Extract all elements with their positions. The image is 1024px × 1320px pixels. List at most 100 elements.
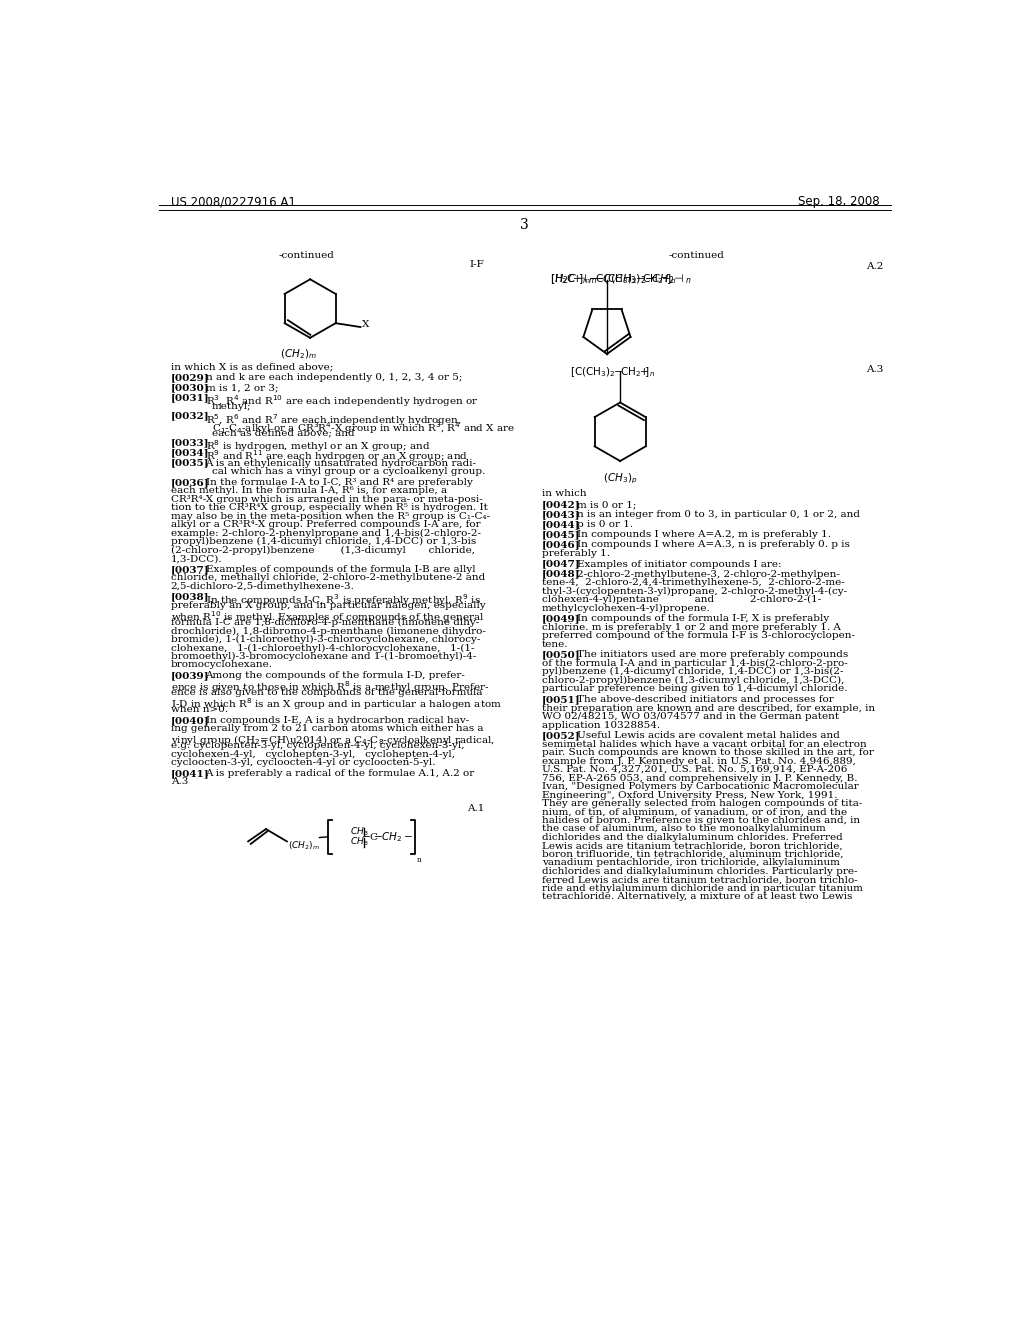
Text: [0043]: [0043] <box>542 511 581 519</box>
Text: clohexen-4-yl)pentane           and           2-chloro-2-(1-: clohexen-4-yl)pentane and 2-chloro-2-(1- <box>542 595 821 605</box>
Text: formula I-C are 1,8-dichloro-4-p-menthane (limonene dihy-: formula I-C are 1,8-dichloro-4-p-menthan… <box>171 618 479 627</box>
Text: A is an ethylenically unsaturated hydrocarbon radi-: A is an ethylenically unsaturated hydroc… <box>206 459 476 467</box>
Text: chloride, methallyl chloride, 2-chloro-2-methylbutene-2 and: chloride, methallyl chloride, 2-chloro-2… <box>171 573 485 582</box>
Text: $-CH_2-$: $-CH_2-$ <box>373 830 414 843</box>
Text: tene.: tene. <box>542 640 568 648</box>
Text: halides of boron. Preference is given to the chlorides and, in: halides of boron. Preference is given to… <box>542 816 860 825</box>
Text: [0036]: [0036] <box>171 478 209 487</box>
Text: of the formula I-A and in particular 1,4-bis(2-chloro-2-pro-: of the formula I-A and in particular 1,4… <box>542 659 848 668</box>
Text: bromoethyl)-3-bromocyclohexane and 1-(1-bromoethyl)-4-: bromoethyl)-3-bromocyclohexane and 1-(1-… <box>171 652 476 661</box>
Text: when n>0.: when n>0. <box>171 705 227 714</box>
Text: [0044]: [0044] <box>542 520 581 529</box>
Text: each methyl. In the formula I-A, R⁶ is, for example, a: each methyl. In the formula I-A, R⁶ is, … <box>171 487 446 495</box>
Text: R$^5$, R$^6$ and R$^7$ are each independently hydrogen,: R$^5$, R$^6$ and R$^7$ are each independ… <box>206 412 461 428</box>
Text: p is 0 or 1.: p is 0 or 1. <box>577 520 633 529</box>
Text: A.3: A.3 <box>866 364 884 374</box>
Text: cal which has a vinyl group or a cycloalkenyl group.: cal which has a vinyl group or a cycloal… <box>212 467 485 477</box>
Text: tene-4,  2-chloro-2,4,4-trimethylhexene-5,  2-chloro-2-me-: tene-4, 2-chloro-2,4,4-trimethylhexene-5… <box>542 578 845 587</box>
Text: Among the compounds of the formula I-D, prefer-: Among the compounds of the formula I-D, … <box>206 671 465 680</box>
Text: ence is also given to the compounds of the general formula: ence is also given to the compounds of t… <box>171 688 482 697</box>
Text: n and k are each independently 0, 1, 2, 3, 4 or 5;: n and k are each independently 0, 1, 2, … <box>206 374 462 383</box>
Text: tion to the CR³R⁴X group, especially when R⁵ is hydrogen. It: tion to the CR³R⁴X group, especially whe… <box>171 503 487 512</box>
Text: m is 0 or 1;: m is 0 or 1; <box>577 500 636 510</box>
Text: cyclohexen-4-yl,   cyclohepten-3-yl,   cyclohepten-4-yl,: cyclohexen-4-yl, cyclohepten-3-yl, cyclo… <box>171 750 455 759</box>
Text: Examples of initiator compounds I are:: Examples of initiator compounds I are: <box>577 560 781 569</box>
Text: $(CH_2)_m$: $(CH_2)_m$ <box>281 347 316 360</box>
Text: pair. Such compounds are known to those skilled in the art, for: pair. Such compounds are known to those … <box>542 748 873 758</box>
Text: $[\mathrm{H_2C}\!\!+\!\!\!]_m\!\!-\!\!\mathrm{C(CH_3)_2}\!\!-\!\!\mathrm{CH_2}\!: $[\mathrm{H_2C}\!\!+\!\!\!]_m\!\!-\!\!\m… <box>550 272 678 286</box>
Text: [0038]: [0038] <box>171 593 209 602</box>
Text: [0046]: [0046] <box>542 540 581 549</box>
Text: I-F: I-F <box>470 260 484 269</box>
Text: [0041]: [0041] <box>171 770 209 777</box>
Text: e.g. cyclopenten-3-yl, cyclopenten-4-yl, cyclohexen-3-yl,: e.g. cyclopenten-3-yl, cyclopenten-4-yl,… <box>171 742 464 750</box>
Text: ing generally from 2 to 21 carbon atoms which either has a: ing generally from 2 to 21 carbon atoms … <box>171 725 483 734</box>
Text: $(CH_2)_m$: $(CH_2)_m$ <box>289 840 321 853</box>
Text: example: 2-chloro-2-phenylpropane and 1,4-bis(2-chloro-2-: example: 2-chloro-2-phenylpropane and 1,… <box>171 529 480 537</box>
Text: The initiators used are more preferably compounds: The initiators used are more preferably … <box>577 651 848 660</box>
Text: Useful Lewis acids are covalent metal halides and: Useful Lewis acids are covalent metal ha… <box>577 731 840 741</box>
Text: clohexane,   1-(1-chloroethyl)-4-chlorocyclohexane,   1-(1-: clohexane, 1-(1-chloroethyl)-4-chlorocyc… <box>171 644 474 652</box>
Text: In compounds I where A=A.3, n is preferably 0. p is: In compounds I where A=A.3, n is prefera… <box>577 540 850 549</box>
Text: chlorine. m is preferably 1 or 2 and more preferably 1. A: chlorine. m is preferably 1 or 2 and mor… <box>542 623 841 632</box>
Text: They are generally selected from halogen compounds of tita-: They are generally selected from halogen… <box>542 799 862 808</box>
Text: preferred compound of the formula I-F is 3-chlorocyclopen-: preferred compound of the formula I-F is… <box>542 631 855 640</box>
Text: In compounds of the formula I-F, X is preferably: In compounds of the formula I-F, X is pr… <box>577 614 829 623</box>
Text: Examples of compounds of the formula I-B are allyl: Examples of compounds of the formula I-B… <box>206 565 475 574</box>
Text: $CH_3$: $CH_3$ <box>350 836 369 849</box>
Text: $[\mathrm{C(CH_3)_2}\!\!-\!\!\mathrm{CH_2}\!\!+\!\!\!]_n$: $[\mathrm{C(CH_3)_2}\!\!-\!\!\mathrm{CH_… <box>569 364 655 379</box>
Text: methylcyclohexen-4-yl)propene.: methylcyclohexen-4-yl)propene. <box>542 603 711 612</box>
Text: boron trifluoride, tin tetrachloride, aluminum trichloride,: boron trifluoride, tin tetrachloride, al… <box>542 850 844 859</box>
Text: n is an integer from 0 to 3, in particular 0, 1 or 2, and: n is an integer from 0 to 3, in particul… <box>577 511 860 519</box>
Text: 756, EP-A-265 053, and comprehensively in J. P. Kennedy, B.: 756, EP-A-265 053, and comprehensively i… <box>542 774 857 783</box>
Text: in which: in which <box>542 490 587 499</box>
Text: Lewis acids are titanium tetrachloride, boron trichloride,: Lewis acids are titanium tetrachloride, … <box>542 841 843 850</box>
Text: alkyl or a CR³R⁴-X group. Preferred compounds I-A are, for: alkyl or a CR³R⁴-X group. Preferred comp… <box>171 520 480 529</box>
Text: A.2: A.2 <box>866 263 884 272</box>
Text: [0042]: [0042] <box>542 500 581 510</box>
Text: (2-chloro-2-propyl)benzene        (1,3-dicumyl       chloride,: (2-chloro-2-propyl)benzene (1,3-dicumyl … <box>171 545 475 554</box>
Text: vinyl group (CH$_2$=CH\u2014) or a C$_4$-C$_8$-cycloalkenyl radical,: vinyl group (CH$_2$=CH\u2014) or a C$_4$… <box>171 733 495 747</box>
Text: 2,5-dichloro-2,5-dimethylhexene-3.: 2,5-dichloro-2,5-dimethylhexene-3. <box>171 582 354 591</box>
Text: [0035]: [0035] <box>171 459 209 467</box>
Text: The above-described initiators and processes for: The above-described initiators and proce… <box>577 696 834 704</box>
Text: -continued: -continued <box>669 251 725 260</box>
Text: $(CH_3)_p$: $(CH_3)_p$ <box>603 471 637 486</box>
Text: ence is given to those in which R$^8$ is a methyl group. Prefer-: ence is given to those in which R$^8$ is… <box>171 680 488 696</box>
Text: n: n <box>417 857 421 865</box>
Text: R$^9$ and R$^{11}$ are each hydrogen or an X group; and: R$^9$ and R$^{11}$ are each hydrogen or … <box>206 449 468 465</box>
Text: particular preference being given to 1,4-dicumyl chloride.: particular preference being given to 1,4… <box>542 684 847 693</box>
Text: A.1: A.1 <box>467 804 484 813</box>
Text: in which X is as defined above;: in which X is as defined above; <box>171 363 333 371</box>
Text: [0048]: [0048] <box>542 570 581 578</box>
Text: [0045]: [0045] <box>542 531 581 540</box>
Text: In the compounds I-C, R$^3$ is preferably methyl. R$^9$ is: In the compounds I-C, R$^3$ is preferabl… <box>206 593 480 609</box>
Text: bromide), 1-(1-chloroethyl)-3-chlorocyclohexane, chlorocy-: bromide), 1-(1-chloroethyl)-3-chlorocycl… <box>171 635 480 644</box>
Text: bromocyclohexane.: bromocyclohexane. <box>171 660 272 669</box>
Text: R$^8$ is hydrogen, methyl or an X group; and: R$^8$ is hydrogen, methyl or an X group;… <box>206 438 430 454</box>
Text: when R$^{10}$ is methyl. Examples of compounds of the general: when R$^{10}$ is methyl. Examples of com… <box>171 610 484 626</box>
Text: I-D in which R$^8$ is an X group and in particular a halogen atom: I-D in which R$^8$ is an X group and in … <box>171 697 502 713</box>
Text: A is preferably a radical of the formulae A.1, A.2 or: A is preferably a radical of the formula… <box>206 770 475 777</box>
Text: methyl;: methyl; <box>212 401 251 411</box>
Text: each as defined above; and: each as defined above; and <box>212 429 354 438</box>
Text: [0051]: [0051] <box>542 696 581 704</box>
Text: preferably 1.: preferably 1. <box>542 549 610 558</box>
Text: Engineering", Oxford University Press, New York, 1991.: Engineering", Oxford University Press, N… <box>542 791 838 800</box>
Text: tetrachloride. Alternatively, a mixture of at least two Lewis: tetrachloride. Alternatively, a mixture … <box>542 892 852 902</box>
Text: nium, of tin, of aluminum, of vanadium, or of iron, and the: nium, of tin, of aluminum, of vanadium, … <box>542 808 847 817</box>
Text: [0047]: [0047] <box>542 560 581 569</box>
Text: propyl)benzene (1,4-dicumyl chloride, 1,4-DCC) or 1,3-bis: propyl)benzene (1,4-dicumyl chloride, 1,… <box>171 537 476 546</box>
Text: US 2008/0227916 A1: US 2008/0227916 A1 <box>171 195 296 209</box>
Text: WO 02/48215, WO 03/074577 and in the German patent: WO 02/48215, WO 03/074577 and in the Ger… <box>542 711 839 721</box>
Text: chloro-2-propyl)benzene (1,3-dicumyl chloride, 1,3-DCC),: chloro-2-propyl)benzene (1,3-dicumyl chl… <box>542 676 844 685</box>
Text: [0052]: [0052] <box>542 731 581 741</box>
Text: dichlorides and dialkylaluminum chlorides. Particularly pre-: dichlorides and dialkylaluminum chloride… <box>542 867 857 875</box>
Text: 3: 3 <box>520 218 529 232</box>
Text: -continued: -continued <box>279 251 334 260</box>
Text: ferred Lewis acids are titanium tetrachloride, boron trichlo-: ferred Lewis acids are titanium tetrachl… <box>542 875 858 884</box>
Text: C$_1$-C$_4$-alkyl or a CR$^3$R$^4$-X group in which R$^3$, R$^4$ and X are: C$_1$-C$_4$-alkyl or a CR$^3$R$^4$-X gro… <box>212 420 515 436</box>
Text: In compounds I where A=A.2, m is preferably 1.: In compounds I where A=A.2, m is prefera… <box>577 531 830 540</box>
Text: 2-chloro-2-methylbutene-3, 2-chloro-2-methylpen-: 2-chloro-2-methylbutene-3, 2-chloro-2-me… <box>577 570 840 578</box>
Text: [0040]: [0040] <box>171 715 209 725</box>
